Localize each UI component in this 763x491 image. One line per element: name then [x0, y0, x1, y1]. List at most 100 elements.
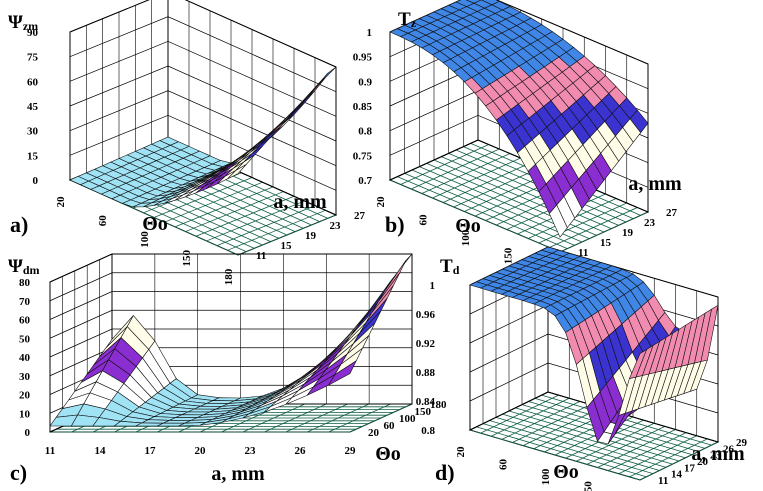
z-tick-label: 0.85 [353, 101, 373, 113]
floor-grid-line [495, 416, 667, 468]
surface-mesh [389, 0, 649, 238]
z-axis-title: Ψdm [8, 256, 40, 277]
surface-patch [377, 260, 407, 303]
z-tick-label: 0.9 [358, 76, 372, 88]
y-axis-label: a, mm [628, 173, 682, 195]
z-axis-ticks: 1 0.95 0.9 0.85 0.8 0.75 0.7 [353, 27, 373, 187]
x-tick-label: 150 [503, 247, 515, 264]
z-tick-label: 0 [25, 427, 31, 439]
z-grid-line [49, 291, 412, 320]
surface-patch [227, 164, 247, 180]
z-tick-label: 30 [19, 371, 31, 383]
y-tick-label: 23 [330, 220, 342, 232]
z-tick-label: 90 [27, 27, 39, 39]
x-axis-label: Θo [455, 215, 481, 237]
y-tick-label: 100 [399, 413, 416, 425]
y-tick-label: 15 [281, 240, 293, 252]
y-tick-label: 19 [305, 230, 317, 242]
y-axis-label: Θo [375, 443, 401, 465]
z-grid-line [69, 65, 337, 142]
y-tick-label: 20 [697, 456, 709, 468]
z-tick-label: 0.8 [358, 126, 372, 138]
x-tick-label: 180 [223, 268, 235, 285]
y-tick-label: 11 [256, 250, 266, 262]
y-tick-label: 19 [622, 227, 634, 239]
x-tick-label: 20 [55, 196, 67, 208]
floor-grid-line [404, 172, 575, 246]
y-tick-label: 26 [723, 443, 735, 455]
z-tick-label: 60 [27, 76, 39, 88]
floor-grid-line [541, 394, 712, 446]
z-tick-label: 60 [19, 315, 31, 327]
y-axis-label: a, mm [691, 443, 745, 465]
y-axis-ticks: 11 15 19 23 27 [256, 210, 366, 262]
y-tick-label: 11 [578, 247, 588, 259]
z-tick-label: 0.95 [353, 52, 373, 64]
z-tick-label: 80 [19, 277, 31, 289]
z-tick-label: 0.8 [421, 425, 435, 437]
z-axis-title: Tz [398, 9, 417, 30]
z-tick-label: 30 [27, 126, 39, 138]
z-tick-label: 0.84 [416, 396, 436, 408]
y-tick-label: 11 [658, 475, 668, 487]
y-tick-label: 27 [354, 210, 366, 222]
surface-patch [327, 360, 357, 386]
x-axis-label: Θo [553, 461, 579, 483]
x-tick-label: 100 [540, 468, 552, 485]
surface-patch [259, 127, 280, 146]
z-tick-label: 20 [19, 390, 31, 402]
x-tick-label: 26 [295, 445, 307, 457]
surface-patch [317, 66, 337, 87]
y-tick-label: 20 [368, 427, 380, 439]
floor-grid-line [482, 423, 654, 475]
z-grid-line [69, 40, 337, 117]
z-axis-title-main: Ψ [8, 256, 23, 277]
z-tick-label: 0.88 [416, 367, 436, 379]
y-tick-label: 17 [684, 462, 696, 474]
surface-patch [628, 348, 648, 380]
x-tick-label: 60 [498, 459, 510, 471]
z-axis-title-main: Ψ [8, 12, 23, 33]
floor-grid-line [476, 426, 647, 478]
z-tick-label: 0.75 [353, 150, 373, 162]
x-axis-ticks: 11 14 17 20 23 26 29 [45, 445, 356, 457]
x-tick-label: 150 [583, 481, 595, 491]
z-tick-label: 0 [33, 175, 39, 187]
panel-a-surface-chart: 907560453015020601001501801115192327Θoa,… [8, 0, 366, 285]
surface-patch [359, 298, 388, 334]
x-axis-label: Θo [142, 213, 168, 235]
x-tick-label: 150 [181, 250, 193, 267]
surface-patch [251, 136, 271, 154]
z-tick-label: 15 [27, 150, 39, 162]
panel-label: a) [10, 212, 28, 237]
panel-label: c) [10, 460, 27, 485]
floor-grid-line [502, 413, 673, 465]
y-tick-label: 23 [644, 217, 656, 229]
surface-mesh [49, 253, 413, 427]
floor-grid-line [389, 179, 561, 253]
y-axis-label: a, mm [273, 191, 327, 213]
z-grid-line [69, 16, 337, 92]
y-tick-label: 180 [430, 399, 447, 411]
z-tick-label: 70 [19, 296, 31, 308]
floor-grid-line [411, 169, 583, 243]
y-tick-label: 60 [384, 420, 396, 432]
z-axis-title-sub: d [453, 263, 460, 277]
panel-b-surface-chart: 10.950.90.850.80.750.7206010015018011151… [353, 0, 682, 282]
x-axis-label: a, mm [211, 463, 265, 485]
y-tick-label: 15 [600, 237, 612, 249]
x-tick-label: 11 [45, 445, 55, 457]
floor-grid-line [448, 152, 619, 226]
x-tick-label: 100 [139, 231, 151, 248]
y-tick-label: 29 [736, 437, 748, 449]
x-tick-label: 23 [245, 445, 257, 457]
panel-d-surface-chart: 10.960.920.880.840.820601001501801114172… [416, 246, 748, 491]
y-tick-label: 27 [666, 207, 678, 219]
z-tick-label: 1 [367, 27, 373, 39]
surface-mesh [69, 66, 337, 208]
y-tick-label: 14 [671, 469, 683, 481]
